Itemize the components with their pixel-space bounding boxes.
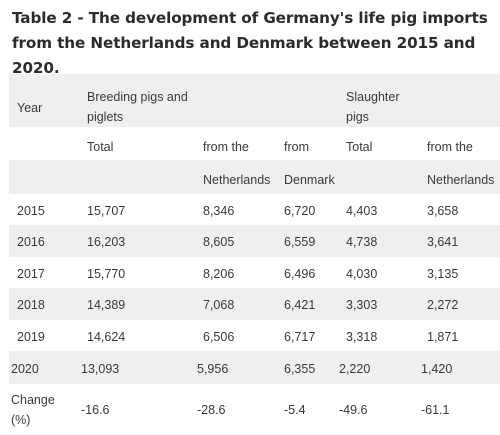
header-total-slaughter: Total	[346, 140, 373, 154]
row-bp-total: 16,203	[87, 235, 126, 249]
row-bp-nl: 7,068	[203, 298, 235, 312]
row-bp-dk: 6,720	[284, 204, 316, 218]
change-label: Change (%)	[11, 393, 55, 427]
row-bp-nl: 8,605	[203, 235, 235, 249]
header-netherlands-slaughter: Netherlands	[427, 173, 495, 187]
header-band-1	[9, 74, 500, 127]
row-bp-total: 15,707	[87, 204, 126, 218]
row-year: 2015	[17, 204, 45, 218]
row-bp-total: 13,093	[81, 362, 120, 376]
row-sp-nl: 3,641	[427, 235, 459, 249]
table-row	[9, 288, 500, 320]
row-year: 2019	[17, 330, 45, 344]
row-sp-total: 3,303	[346, 298, 378, 312]
row-bp-total: 14,624	[87, 330, 126, 344]
change-sp-total: -49.6	[339, 403, 368, 417]
row-bp-nl: 6,506	[203, 330, 235, 344]
table-title: Table 2 - The development of Germany's l…	[12, 9, 488, 77]
row-bp-nl: 8,346	[203, 204, 235, 218]
row-bp-dk: 6,717	[284, 330, 316, 344]
row-sp-total: 4,403	[346, 204, 378, 218]
row-sp-nl: 1,871	[427, 330, 459, 344]
row-bp-dk: 6,355	[284, 362, 316, 376]
header-from-the-slaughter: from the	[427, 140, 473, 154]
row-sp-nl: 3,658	[427, 204, 459, 218]
row-sp-total: 2,220	[339, 362, 371, 376]
row-year: 2018	[17, 298, 45, 312]
row-year: 2020	[11, 362, 39, 376]
change-bp-total: -16.6	[81, 403, 110, 417]
row-bp-dk: 6,421	[284, 298, 316, 312]
row-year: 2016	[17, 235, 45, 249]
row-bp-dk: 6,559	[284, 235, 316, 249]
row-bp-nl: 5,956	[197, 362, 229, 376]
header-breeding-pigs: Breeding pigs and piglets	[87, 90, 188, 124]
row-sp-nl: 3,135	[427, 267, 459, 281]
row-sp-nl: 1,420	[421, 362, 453, 376]
header-total-breeding: Total	[87, 140, 114, 154]
change-bp-nl: -28.6	[197, 403, 226, 417]
row-bp-dk: 6,496	[284, 267, 316, 281]
change-bp-dk: -5.4	[284, 403, 306, 417]
header-from-the-breeding: from the	[203, 140, 249, 154]
row-sp-nl: 2,272	[427, 298, 459, 312]
change-sp-nl: -61.1	[421, 403, 450, 417]
header-from-breeding: from	[284, 140, 309, 154]
table-row	[9, 225, 500, 257]
row-bp-total: 15,770	[87, 267, 126, 281]
header-slaughter-pigs: Slaughter pigs	[346, 90, 400, 124]
row-year: 2017	[17, 267, 45, 281]
header-band-3	[9, 160, 500, 194]
row-sp-total: 3,318	[346, 330, 378, 344]
header-year: Year	[17, 101, 43, 115]
header-netherlands-breeding: Netherlands	[203, 173, 271, 187]
table-row	[9, 351, 500, 384]
row-sp-total: 4,030	[346, 267, 378, 281]
header-denmark-breeding: Denmark	[284, 173, 335, 187]
row-bp-nl: 8,206	[203, 267, 235, 281]
row-sp-total: 4,738	[346, 235, 378, 249]
row-bp-total: 14,389	[87, 298, 126, 312]
